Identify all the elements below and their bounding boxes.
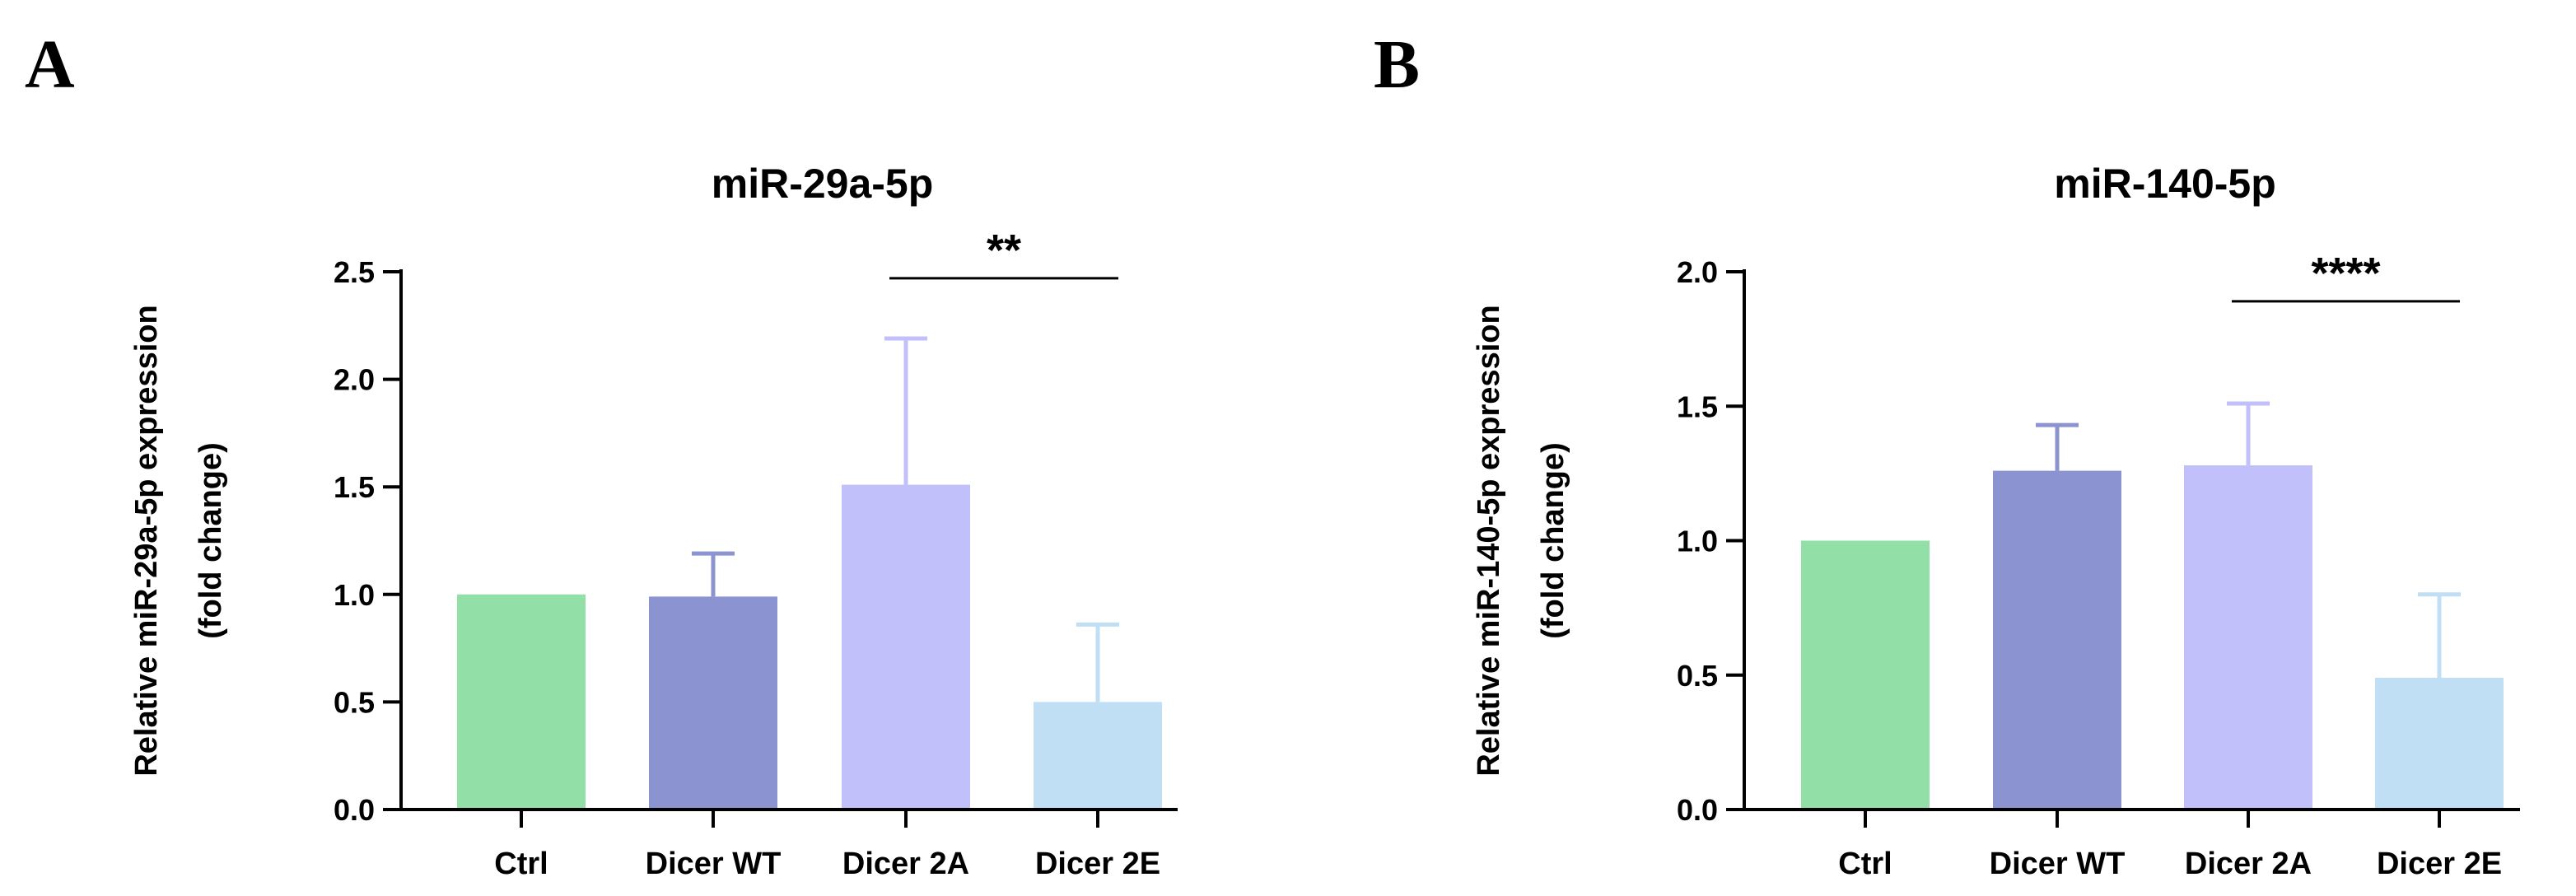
chart-2: miR-140-5p Relative miR-140-5p expression… <box>1472 161 2520 881</box>
chart-1: miR-29a-5p Relative miR-29a-5p expression… <box>129 161 1178 881</box>
y-tick-label: 0.0 <box>1677 793 1718 827</box>
y-tick-label: 1.5 <box>334 470 375 504</box>
x-tick-label: Ctrl <box>1838 847 1892 881</box>
x-tick-label: Dicer 2E <box>2377 847 2502 881</box>
y-tick-label: 0.5 <box>334 685 375 719</box>
y-axis-label-units: (fold change) <box>194 442 228 639</box>
y-tick-label: 2.5 <box>334 255 375 289</box>
x-tick-label: Dicer 2E <box>1035 847 1160 881</box>
chart-title: miR-140-5p <box>2054 161 2276 207</box>
x-tick-label: Dicer 2A <box>842 847 969 881</box>
bar-dicer-wt <box>649 596 777 810</box>
bar-dicer-2e <box>1034 702 1162 810</box>
bar-dicer-2a <box>842 484 970 810</box>
x-tick-label: Ctrl <box>494 847 548 881</box>
x-tick-label: Dicer WT <box>1990 847 2126 881</box>
y-tick-label: 1.0 <box>1677 525 1718 558</box>
y-tick-label: 2.0 <box>334 363 375 397</box>
bar-dicer-2e <box>2375 678 2504 810</box>
y-tick-label: 0.5 <box>1677 659 1718 693</box>
significance-label: **** <box>2311 249 2380 298</box>
panel-label-b: B <box>1374 26 1421 103</box>
y-tick-label: 1.0 <box>334 578 375 612</box>
bar-ctrl <box>1801 540 1930 810</box>
panel-label-a: A <box>25 26 75 103</box>
x-tick-label: Dicer WT <box>646 847 782 881</box>
y-tick-label: 0.0 <box>334 793 375 827</box>
bar-dicer-2a <box>2184 465 2312 810</box>
y-tick-label: 2.0 <box>1677 255 1718 289</box>
y-axis-label: Relative miR-29a-5p expression <box>129 305 164 776</box>
y-tick-label: 1.5 <box>1677 390 1718 423</box>
chart-title: miR-29a-5p <box>712 161 934 207</box>
significance-label: ** <box>987 226 1021 275</box>
bar-ctrl <box>457 594 586 810</box>
x-tick-label: Dicer 2A <box>2185 847 2312 881</box>
bar-dicer-wt <box>1993 470 2121 810</box>
y-axis-label: Relative miR-140-5p expression <box>1472 305 1506 776</box>
y-axis-label-units: (fold change) <box>1536 442 1570 639</box>
